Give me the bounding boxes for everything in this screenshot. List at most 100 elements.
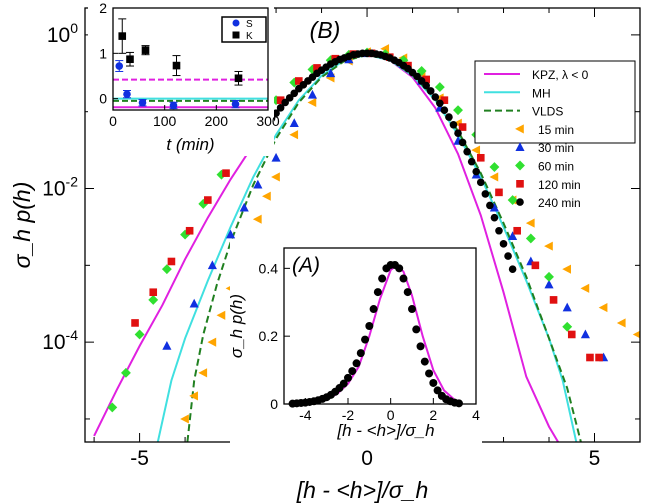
point-15-min — [289, 130, 299, 140]
point-30-min — [307, 89, 318, 99]
point-240-min — [458, 138, 467, 147]
inset-b-point-s — [231, 100, 240, 108]
inset-a-point — [429, 378, 438, 387]
legend-marker-30-min — [515, 142, 525, 151]
inset-b-point-s — [138, 98, 147, 107]
inset-a-point — [395, 264, 404, 273]
inset-b-legend-marker-k — [232, 31, 240, 39]
inset-a-point — [373, 288, 382, 297]
inset-a-y-axis-label: σ_h p(h) — [227, 294, 246, 358]
inset-b-point-s — [115, 62, 124, 70]
point-15-min — [544, 241, 553, 251]
inset-a-point — [344, 373, 352, 382]
inset-a-y-tick-label: 0 — [270, 396, 278, 412]
point-120-min — [204, 196, 212, 204]
main-legend: KPZ, λ < 0 MH VLDS 15 min 30 min 60 min 120 mi… — [474, 60, 636, 210]
inset-a-point — [454, 399, 463, 408]
point-240-min — [445, 113, 453, 121]
inset-b-x-axis-label: t (min) — [166, 135, 214, 154]
point-60-min — [507, 195, 518, 205]
point-60-min — [434, 82, 445, 93]
inset-a-point — [412, 325, 421, 334]
inset-b-y-tick-label: 0 — [99, 91, 107, 107]
inset-b-x-tick-label: 100 — [153, 113, 177, 129]
inset-a-point — [378, 274, 387, 283]
y-tick-exp: 0 — [70, 20, 78, 36]
point-60-min — [489, 162, 500, 172]
legend-label: 240 min — [538, 196, 581, 210]
point-15-min — [180, 414, 189, 424]
inset-a-background — [230, 240, 482, 448]
point-30-min — [253, 179, 263, 189]
point-15-min — [616, 318, 626, 328]
inset-a-point — [348, 367, 357, 376]
point-60-min — [562, 321, 573, 332]
point-15-min — [489, 172, 499, 182]
point-60-min — [121, 367, 131, 378]
point-30-min — [508, 231, 518, 240]
inset-a-point — [352, 359, 361, 368]
point-60-min — [161, 264, 172, 275]
point-240-min — [440, 106, 449, 114]
y-tick-base: 10 — [42, 331, 65, 354]
point-240-min — [431, 93, 440, 101]
inset-b-x-tick-label: 0 — [109, 113, 117, 129]
y-tick-base: 10 — [42, 178, 65, 201]
point-30-min — [489, 202, 499, 212]
point-240-min — [272, 109, 280, 118]
point-120-min — [185, 226, 194, 235]
inset-a-point — [361, 335, 370, 344]
point-15-min — [632, 330, 640, 339]
inset-a-x-tick-label: -2 — [342, 407, 355, 423]
inset-b-legend-frame — [221, 16, 267, 43]
inset-b: 0 100 200 300 0 1 2 t (min) SK — [88, 0, 280, 156]
point-120-min — [440, 96, 449, 104]
point-15-min — [307, 97, 317, 108]
point-120-min — [476, 153, 485, 162]
x-tick-label: 5 — [589, 447, 601, 470]
point-15-min — [580, 283, 590, 293]
legend-marker-120-min — [516, 180, 524, 188]
panel-label-a: (A) — [292, 254, 320, 277]
point-240-min — [499, 240, 508, 248]
point-240-min — [467, 157, 476, 166]
legend-label: VLDS — [532, 105, 563, 119]
inset-b-frame — [112, 7, 269, 111]
main-data — [93, 44, 640, 442]
point-240-min — [504, 252, 512, 260]
series-240-min — [244, 49, 517, 273]
point-120-min — [131, 319, 139, 327]
inset-b-point-s — [123, 90, 131, 98]
inset-a-y-tick-label: 0.4 — [259, 260, 279, 276]
point-30-min — [239, 202, 249, 212]
inset-a-x-tick-label: 4 — [472, 407, 480, 423]
inset-a-point — [433, 386, 442, 395]
point-15-min — [525, 218, 535, 228]
inset-b-point-k — [118, 32, 127, 40]
point-30-min — [289, 118, 299, 128]
point-120-min — [167, 257, 176, 266]
legend-marker-60-min — [515, 160, 525, 171]
point-240-min — [495, 226, 503, 235]
point-60-min — [525, 233, 536, 244]
inset-a-point — [399, 274, 408, 283]
point-30-min — [326, 68, 336, 78]
inset-a-y-tick-label: 0.2 — [259, 328, 279, 344]
x-tick-label: 0 — [361, 447, 373, 470]
inset-b-point-k — [141, 46, 150, 54]
y-tick-label: 10-2 — [42, 174, 78, 201]
inset-a-point — [369, 305, 378, 314]
legend-label: MH — [532, 86, 551, 100]
point-240-min — [508, 265, 517, 273]
inset-b-point-k — [172, 61, 181, 70]
legend-label: 30 min — [538, 141, 574, 155]
point-15-min — [216, 310, 226, 320]
point-240-min — [426, 87, 435, 95]
legend-marker-15-min — [515, 124, 524, 134]
inset-a: -4 -2 0 2 4 0 0.2 0.4 (A) [h - <h>]/σ_h σ_h p(h) — [227, 240, 482, 448]
point-60-min — [453, 105, 463, 116]
point-240-min — [436, 99, 444, 108]
point-30-min — [226, 229, 236, 239]
point-30-min — [162, 341, 172, 350]
